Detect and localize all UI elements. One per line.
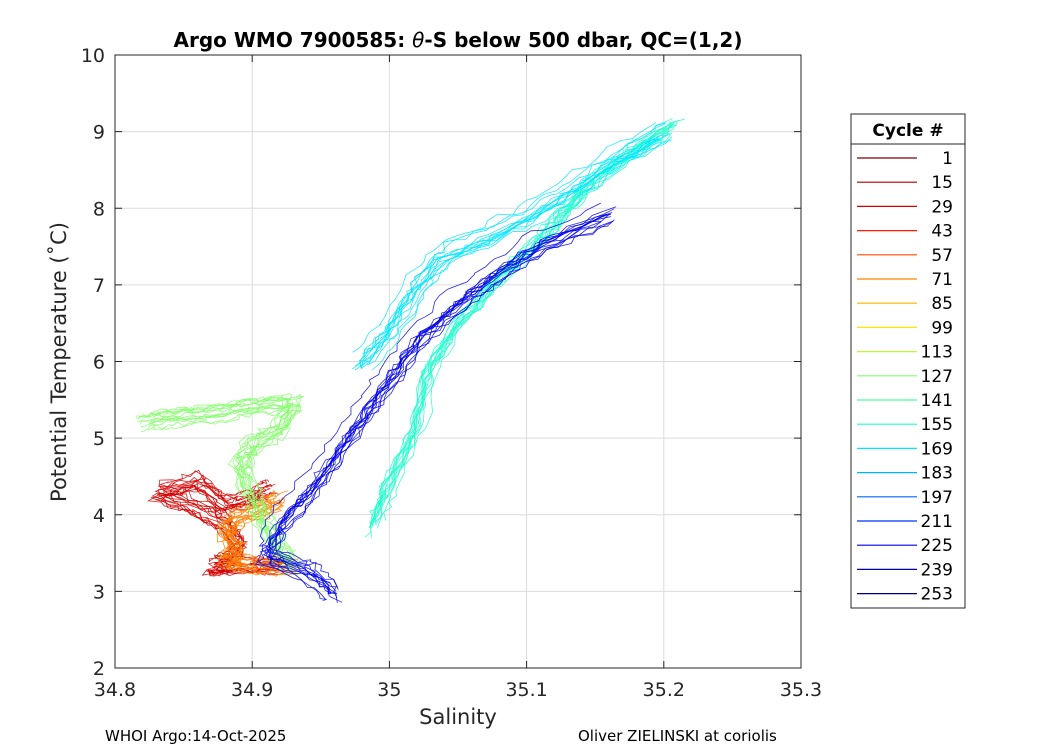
legend-label: 253: [921, 585, 953, 605]
series-line: [222, 490, 291, 563]
plot-area: 34.8 34.9 35 35.1 35.2 35.3 2 3 4 5 6 7 8 9 10: [81, 45, 822, 701]
y-tick-label: 2: [93, 658, 105, 680]
legend-label: 57: [931, 246, 953, 266]
x-tick-label: 35.1: [505, 679, 547, 701]
tick-group: 34.8 34.9 35 35.1 35.2 35.3 2 3 4 5 6 7 8 9 10: [81, 45, 822, 701]
y-tick-label: 9: [93, 122, 105, 144]
series-line: [269, 220, 614, 603]
series-line: [258, 202, 601, 584]
series-line: [275, 206, 617, 588]
x-tick-label: 34.8: [94, 679, 136, 701]
footer-left: WHOI Argo:14-Oct-2025: [105, 727, 286, 745]
y-tick-label: 6: [93, 352, 105, 374]
series-line: [225, 498, 296, 572]
legend-label: 43: [931, 222, 953, 242]
series-line: [268, 220, 614, 603]
x-axis-label: Salinity: [419, 705, 497, 729]
legend-label: 29: [931, 197, 953, 217]
legend-title: Cycle #: [872, 121, 943, 141]
series-line: [160, 489, 285, 577]
series-line: [151, 482, 278, 576]
series-line: [227, 490, 299, 561]
x-tick-label: 35.3: [780, 679, 822, 701]
series-line: [383, 118, 686, 521]
legend-label: 141: [921, 391, 953, 411]
x-tick-label: 35: [377, 679, 401, 701]
x-tick-label: 34.9: [231, 679, 273, 701]
legend-label: 155: [921, 415, 953, 435]
series-line: [266, 213, 611, 595]
legend-label: 211: [921, 512, 953, 532]
series-line: [371, 139, 673, 371]
legend-label: 127: [921, 367, 953, 387]
legend-label: 71: [931, 270, 953, 290]
series-line: [262, 213, 610, 594]
legend-label: 113: [921, 343, 953, 363]
series-line: [361, 133, 663, 367]
legend-label: 1: [942, 149, 953, 169]
y-tick-label: 10: [81, 45, 105, 67]
y-tick-label: 4: [93, 505, 105, 527]
series-line: [140, 403, 294, 572]
legend-label: 99: [931, 318, 953, 338]
series-line: [152, 393, 302, 563]
legend-label: 225: [921, 536, 953, 556]
chart-title: Argo WMO 7900585: θ-S below 500 dbar, QC…: [174, 28, 743, 52]
legend-label: 85: [931, 294, 953, 314]
y-tick-label: 5: [93, 428, 105, 450]
series-line: [158, 470, 282, 562]
footer-right: Oliver ZIELINSKI at coriolis: [578, 727, 777, 745]
series-line: [150, 395, 304, 561]
legend-entries: 1 15 29 43 57 71 85 99 113 127 141 155 169 183 197 211 2…: [857, 149, 953, 605]
series-line: [257, 221, 602, 601]
y-tick-label: 8: [93, 198, 105, 220]
series-line: [158, 469, 280, 563]
legend-label: 15: [931, 173, 953, 193]
trace-group: [135, 118, 686, 603]
series-line: [361, 138, 661, 369]
legend: Cycle # 1 15 29 43 57 71 85 99 113 127 141 155 169 18…: [850, 113, 966, 609]
series-line: [366, 136, 673, 366]
y-tick-label: 7: [93, 275, 105, 297]
y-axis-label: Potential Temperature (˚C): [47, 222, 71, 502]
x-tick-label: 35.2: [643, 679, 685, 701]
series-line: [352, 122, 657, 353]
series-line: [363, 123, 666, 357]
series-line: [163, 484, 288, 573]
y-tick-label: 3: [93, 581, 105, 603]
legend-label: 183: [921, 464, 953, 484]
series-line: [227, 504, 299, 576]
series-line: [225, 496, 299, 567]
series-line: [154, 479, 283, 569]
legend-box: [850, 113, 966, 609]
legend-label: 239: [921, 560, 953, 580]
legend-label: 169: [921, 439, 953, 459]
legend-label: 197: [921, 488, 953, 508]
series-line: [150, 488, 277, 576]
